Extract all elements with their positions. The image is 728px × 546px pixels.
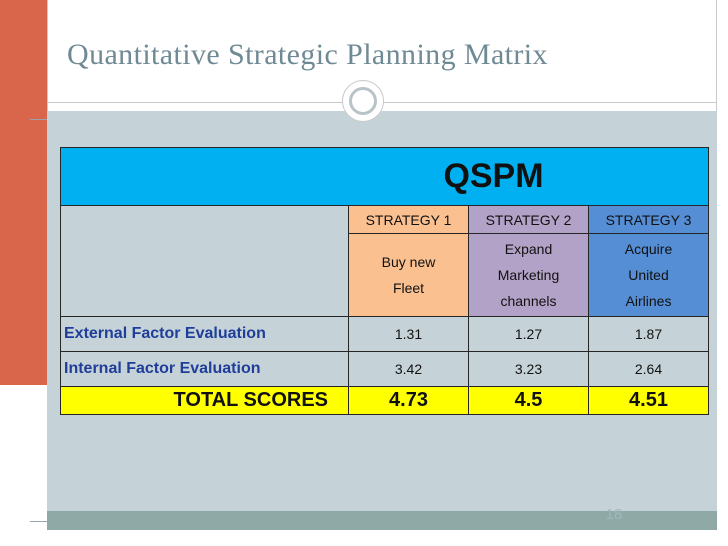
strategy-2-description: Expand Marketing channels xyxy=(468,233,589,317)
ring-ornament-icon xyxy=(342,80,384,122)
footer-band xyxy=(47,511,717,530)
external-score-2: 1.27 xyxy=(468,316,589,352)
internal-score-3: 2.64 xyxy=(588,351,709,387)
table-header-row: QSPM xyxy=(60,147,709,206)
internal-score-2: 3.23 xyxy=(468,351,589,387)
strategy-2-desc-line: channels xyxy=(500,293,557,309)
accent-bar xyxy=(0,0,47,385)
table-header-text: QSPM xyxy=(443,157,544,195)
external-factor-label: External Factor Evaluation xyxy=(60,316,349,352)
strategy-2-label: STRATEGY 2 xyxy=(468,205,589,234)
divider-tick xyxy=(30,119,47,120)
strategy-2-desc-line: Expand xyxy=(504,241,553,257)
strategy-3-desc-line: Airlines xyxy=(625,293,672,309)
total-score-3: 4.51 xyxy=(588,386,709,415)
total-score-2: 4.5 xyxy=(468,386,589,415)
external-score-1: 1.31 xyxy=(348,316,469,352)
total-score-1: 4.73 xyxy=(348,386,469,415)
slide-title: Quantitative Strategic Planning Matrix xyxy=(67,38,548,71)
internal-factor-label: Internal Factor Evaluation xyxy=(60,351,349,387)
table-row: Internal Factor Evaluation 3.42 3.23 2.6… xyxy=(60,351,709,387)
strategy-1-label: STRATEGY 1 xyxy=(348,205,469,234)
strategy-1-desc-line: Fleet xyxy=(392,280,425,296)
strategy-label-row: STRATEGY 1 STRATEGY 2 STRATEGY 3 xyxy=(60,205,709,317)
strategy-3-desc-line: Acquire xyxy=(624,241,673,257)
strategy-1-description: Buy new Fleet xyxy=(348,233,469,317)
internal-score-1: 3.42 xyxy=(348,351,469,387)
ring-inner xyxy=(349,87,377,115)
table-row: External Factor Evaluation 1.31 1.27 1.8… xyxy=(60,316,709,352)
strategy-2-desc-line: Marketing xyxy=(497,267,560,283)
external-score-3: 1.87 xyxy=(588,316,709,352)
strategy-3-desc-line: United xyxy=(628,267,669,283)
blank-corner-cell xyxy=(60,205,349,317)
strategy-3-description: Acquire United Airlines xyxy=(588,233,709,317)
strategy-3-label: STRATEGY 3 xyxy=(588,205,709,234)
footer-tick xyxy=(30,521,47,522)
strategy-1-desc-line: Buy new xyxy=(381,254,436,270)
total-scores-label: TOTAL SCORES xyxy=(60,386,349,415)
strategy-description-row: Buy new Fleet Expand Marketing channels … xyxy=(61,233,709,317)
total-row: TOTAL SCORES 4.73 4.5 4.51 xyxy=(60,386,709,415)
qspm-table: QSPM STRATEGY 1 STRATEGY 2 STRATEGY 3 Bu… xyxy=(60,147,709,415)
page-number: 18 xyxy=(605,506,623,523)
table-header-cell: QSPM xyxy=(60,147,709,206)
